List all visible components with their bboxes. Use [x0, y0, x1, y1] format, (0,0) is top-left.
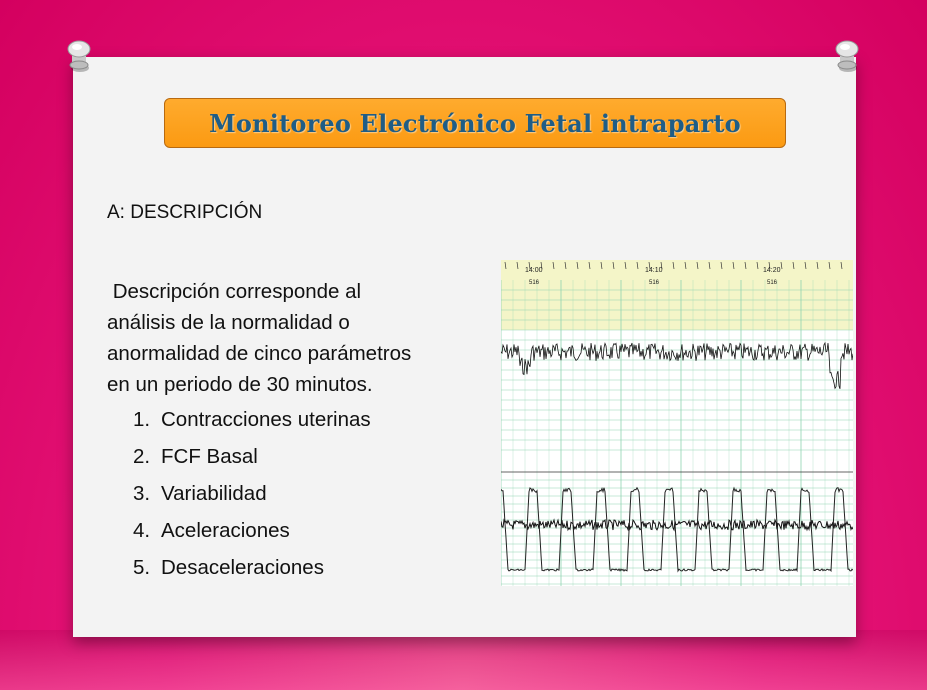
- list-item: 2. FCF Basal: [133, 445, 258, 468]
- description-line: Descripción corresponde al: [107, 280, 362, 303]
- list-item: 4. Aceleraciones: [133, 519, 290, 542]
- ctg-tracing-svg: 14:00 14:10 14:20 516 516 516: [500, 260, 854, 586]
- parameter-list: 1. Contracciones uterinas 2. FCF Basal 3. V…: [133, 404, 371, 589]
- list-item: 1. Contracciones uterinas: [133, 408, 371, 431]
- list-item: 3. Variabilidad: [133, 482, 267, 505]
- ctg-code-label: 516: [767, 280, 778, 286]
- list-item: 5. Desaceleraciones: [133, 556, 324, 579]
- ctg-tracing-image: 14:00 14:10 14:20 516 516 516: [500, 260, 854, 586]
- ctg-time-label: 14:20: [763, 267, 781, 274]
- ctg-code-label: 516: [649, 280, 660, 286]
- ctg-time-label: 14:10: [645, 267, 663, 274]
- slide-title: Monitoreo Electrónico Fetal intraparto: [209, 108, 741, 138]
- background-glow: [0, 630, 927, 690]
- ctg-time-label: 14:00: [525, 267, 543, 274]
- description-text: Descripción corresponde al análisis de l…: [107, 276, 487, 400]
- description-line: anormalidad de cinco parámetros: [107, 342, 412, 365]
- pushpin-left-icon: [67, 40, 91, 72]
- ctg-code-label: 516: [529, 280, 540, 286]
- title-banner: Monitoreo Electrónico Fetal intraparto: [164, 98, 786, 148]
- pushpin-right-icon: [835, 40, 859, 72]
- section-heading: A: DESCRIPCIÓN: [107, 202, 263, 223]
- description-line: en un periodo de 30 minutos.: [107, 373, 373, 396]
- description-line: análisis de la normalidad o: [107, 311, 350, 334]
